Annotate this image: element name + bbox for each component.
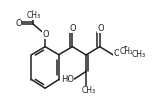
Text: CH₃: CH₃ <box>26 11 40 20</box>
Text: CH₃: CH₃ <box>132 50 146 59</box>
Text: O: O <box>42 30 49 39</box>
Text: O: O <box>15 19 22 28</box>
Text: HO: HO <box>61 75 74 84</box>
Text: CH₃: CH₃ <box>81 86 96 95</box>
Text: O: O <box>113 49 120 58</box>
Text: CH₂: CH₂ <box>119 47 133 55</box>
Text: O: O <box>69 24 76 33</box>
Text: O: O <box>97 24 104 33</box>
